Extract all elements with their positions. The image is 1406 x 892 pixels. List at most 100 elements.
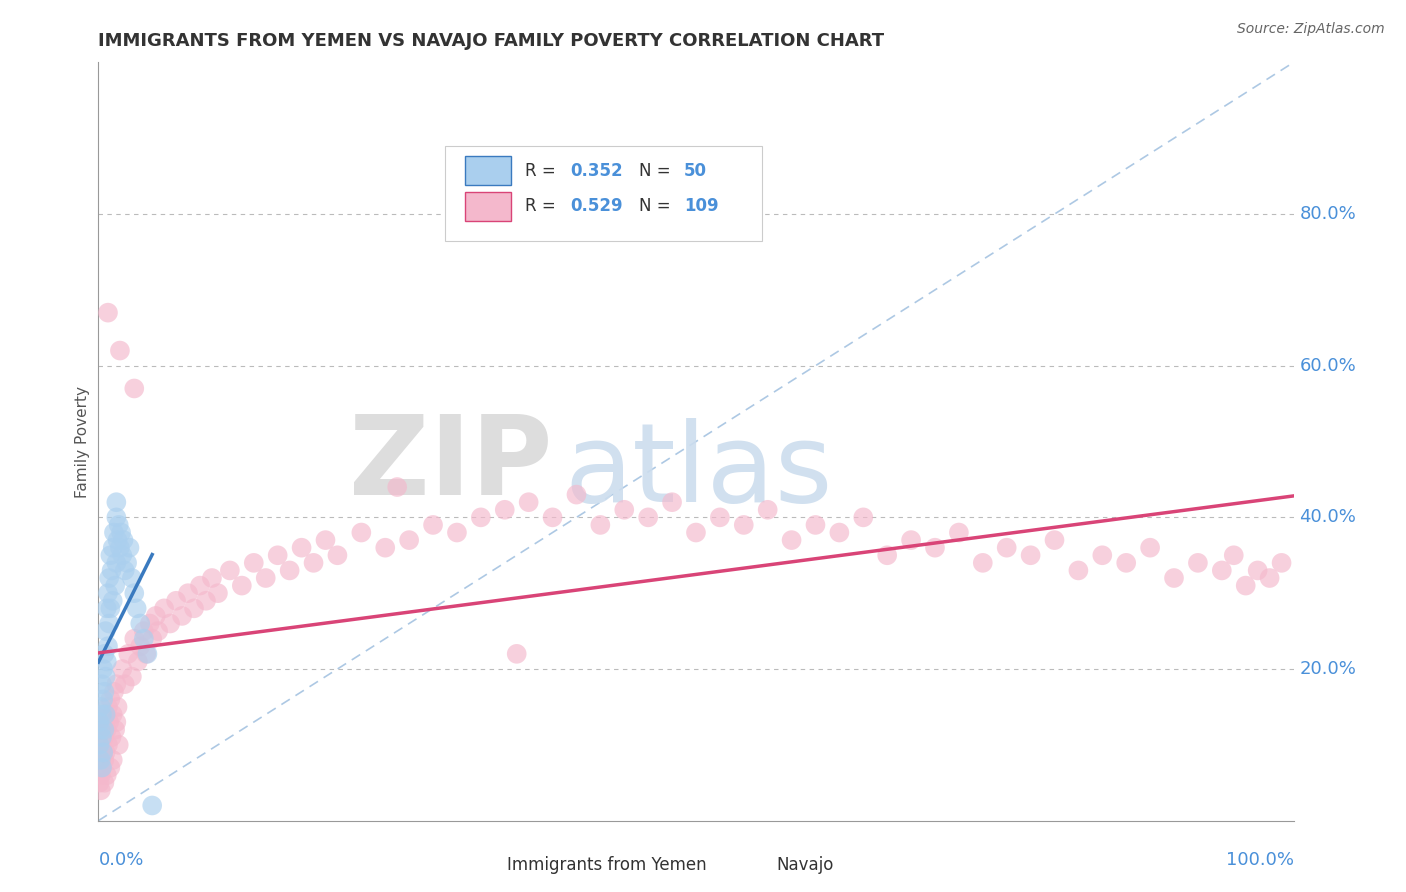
Point bbox=[153, 601, 176, 615]
Point bbox=[900, 533, 922, 548]
Point bbox=[91, 662, 114, 676]
Point bbox=[101, 707, 124, 722]
Point bbox=[93, 730, 115, 744]
Point bbox=[124, 382, 146, 396]
Point bbox=[267, 548, 290, 563]
Point bbox=[1091, 548, 1114, 563]
Point bbox=[98, 616, 121, 631]
Point bbox=[97, 699, 120, 714]
Point bbox=[141, 632, 163, 646]
Point bbox=[90, 783, 112, 797]
Point bbox=[129, 616, 152, 631]
Point bbox=[422, 517, 444, 532]
Point bbox=[89, 715, 111, 730]
Point bbox=[1223, 548, 1246, 563]
Point bbox=[374, 541, 396, 555]
Point bbox=[1139, 541, 1161, 555]
Text: 0.0%: 0.0% bbox=[98, 851, 143, 869]
Point bbox=[219, 564, 242, 578]
Point bbox=[111, 548, 134, 563]
Point bbox=[278, 564, 301, 578]
Y-axis label: Family Poverty: Family Poverty bbox=[75, 385, 90, 498]
Point bbox=[98, 692, 122, 706]
Point bbox=[1247, 564, 1270, 578]
Point bbox=[177, 586, 200, 600]
Text: 50: 50 bbox=[685, 161, 707, 180]
Point bbox=[105, 556, 128, 570]
Point bbox=[91, 760, 114, 774]
Point bbox=[121, 571, 143, 585]
Text: Source: ZipAtlas.com: Source: ZipAtlas.com bbox=[1237, 22, 1385, 37]
Text: Navajo: Navajo bbox=[776, 855, 834, 873]
Point bbox=[91, 692, 114, 706]
FancyBboxPatch shape bbox=[446, 145, 762, 241]
Point bbox=[315, 533, 337, 548]
Point bbox=[114, 677, 136, 691]
Point bbox=[91, 746, 114, 760]
Point bbox=[1067, 564, 1090, 578]
Point bbox=[100, 564, 122, 578]
Point bbox=[326, 548, 349, 563]
Point bbox=[135, 647, 157, 661]
Text: 60.0%: 60.0% bbox=[1299, 357, 1357, 375]
Text: 80.0%: 80.0% bbox=[1299, 205, 1357, 223]
Text: N =: N = bbox=[638, 197, 675, 216]
Point bbox=[103, 525, 125, 540]
Point bbox=[100, 730, 122, 744]
FancyBboxPatch shape bbox=[738, 854, 768, 876]
Point bbox=[91, 730, 114, 744]
Point bbox=[105, 510, 128, 524]
Point bbox=[90, 738, 112, 752]
Point bbox=[94, 746, 117, 760]
FancyBboxPatch shape bbox=[470, 854, 499, 876]
Point bbox=[661, 495, 683, 509]
Point bbox=[165, 594, 187, 608]
FancyBboxPatch shape bbox=[465, 156, 510, 186]
Point bbox=[350, 525, 373, 540]
Point bbox=[876, 548, 898, 563]
Point bbox=[97, 305, 120, 319]
Point bbox=[98, 760, 122, 774]
Point bbox=[207, 586, 229, 600]
Point bbox=[254, 571, 277, 585]
Text: atlas: atlas bbox=[565, 418, 832, 525]
Point bbox=[141, 798, 163, 813]
Point bbox=[125, 601, 148, 615]
Point bbox=[148, 624, 170, 639]
Point bbox=[107, 699, 129, 714]
Point bbox=[136, 647, 159, 661]
Point bbox=[107, 738, 129, 752]
Point bbox=[107, 533, 129, 548]
Text: 40.0%: 40.0% bbox=[1299, 508, 1357, 526]
Point bbox=[1211, 564, 1233, 578]
Point bbox=[183, 601, 205, 615]
Point bbox=[90, 723, 112, 737]
Point bbox=[470, 510, 492, 524]
Point bbox=[446, 525, 468, 540]
Point bbox=[117, 647, 139, 661]
Point bbox=[107, 517, 129, 532]
Point bbox=[93, 685, 115, 699]
Point bbox=[995, 541, 1018, 555]
Point bbox=[98, 548, 122, 563]
Point bbox=[302, 556, 325, 570]
Point bbox=[159, 616, 181, 631]
Point bbox=[589, 517, 612, 532]
Point bbox=[1271, 556, 1294, 570]
Text: N =: N = bbox=[638, 161, 675, 180]
Point bbox=[172, 608, 194, 623]
Point bbox=[97, 738, 120, 752]
Point bbox=[1019, 548, 1042, 563]
Point bbox=[90, 699, 112, 714]
Point bbox=[494, 503, 516, 517]
Point bbox=[613, 503, 636, 517]
Point bbox=[105, 495, 128, 509]
Point bbox=[91, 723, 114, 737]
Point bbox=[91, 746, 114, 760]
Point bbox=[201, 571, 224, 585]
Text: 0.352: 0.352 bbox=[571, 161, 623, 180]
Point bbox=[89, 753, 111, 767]
Point bbox=[104, 579, 127, 593]
Point bbox=[93, 723, 115, 737]
FancyBboxPatch shape bbox=[465, 192, 510, 221]
